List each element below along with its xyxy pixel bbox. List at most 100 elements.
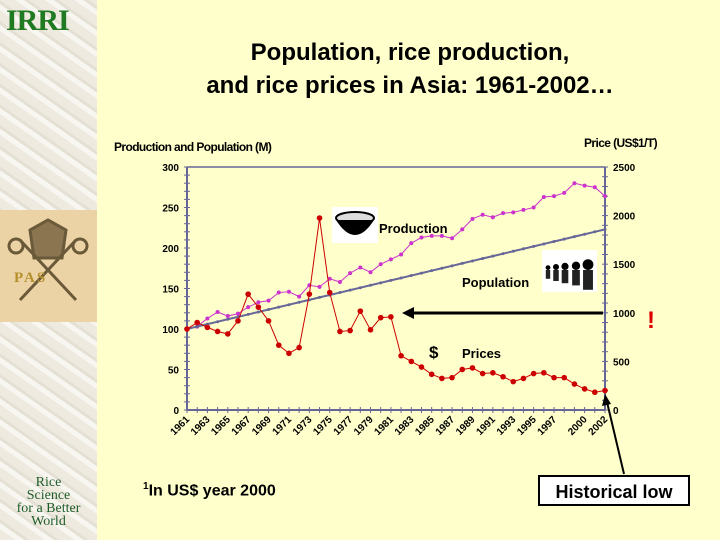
data-point-population: [409, 274, 413, 278]
x-tick-label: 1969: [250, 414, 274, 438]
data-point-prices: [265, 318, 272, 324]
pas-emblem-icon: [7, 218, 89, 302]
data-point-production: [460, 227, 465, 232]
data-point-prices: [561, 374, 568, 381]
data-point-population: [450, 264, 454, 268]
data-point-prices: [357, 308, 364, 314]
data-point-production: [297, 294, 302, 299]
data-point-prices: [296, 344, 302, 351]
x-tick-label: 1995: [515, 414, 539, 438]
data-point-production: [225, 314, 230, 319]
x-tick-label: 1975: [311, 414, 335, 438]
data-point-population: [389, 278, 393, 282]
left-banner: IRRI PAS Rice Science for a Better World: [0, 0, 97, 540]
data-point-production: [603, 194, 607, 199]
data-point-prices: [520, 375, 527, 382]
people-icon-head: [553, 264, 559, 270]
data-point-prices: [510, 378, 517, 385]
data-point-prices: [347, 327, 353, 334]
rice-science-tagline: Rice Science for a Better World: [16, 475, 81, 529]
data-point-population: [338, 291, 342, 295]
x-tick-label: 1991: [474, 414, 498, 438]
data-point-production: [378, 262, 383, 267]
data-point-production: [562, 190, 567, 195]
data-point-prices: [326, 289, 333, 296]
data-point-population: [318, 295, 322, 299]
x-tick-label: 1963: [189, 414, 213, 438]
data-point-population: [562, 237, 566, 241]
data-point-production: [317, 284, 322, 289]
historical-low-arrow-line: [606, 401, 625, 475]
data-point-production: [399, 252, 404, 257]
data-point-population: [593, 230, 597, 234]
data-point-prices: [408, 358, 415, 365]
right-tick-label: 2500: [613, 163, 636, 174]
data-point-production: [429, 233, 434, 238]
data-point-population: [246, 312, 250, 316]
data-point-production: [256, 300, 261, 305]
data-point-prices: [428, 371, 435, 378]
left-tick-label: 100: [162, 325, 179, 336]
prices-label: Prices: [462, 346, 501, 361]
left-tick-label: 200: [162, 244, 179, 255]
data-point-population: [348, 288, 352, 292]
left-tick-label: 150: [162, 285, 179, 296]
data-point-prices: [602, 387, 608, 394]
x-tick-label: 1981: [373, 414, 397, 438]
x-tick-label: 1971: [271, 414, 295, 438]
right-tick-label: 500: [613, 357, 630, 368]
data-point-production: [215, 309, 220, 314]
people-icon-head: [582, 259, 594, 270]
data-point-production: [592, 185, 597, 190]
data-point-population: [481, 257, 485, 261]
data-point-prices: [286, 350, 292, 357]
x-tick-label: 1985: [413, 414, 437, 438]
data-point-production: [521, 207, 526, 212]
data-point-prices: [490, 369, 496, 376]
data-point-production: [246, 305, 251, 310]
left-tick-label: 50: [168, 366, 180, 377]
data-point-production: [582, 183, 587, 188]
data-point-prices: [398, 352, 404, 359]
data-point-production: [409, 241, 414, 246]
left-tick-label: 250: [162, 204, 179, 215]
data-point-population: [399, 276, 403, 280]
dollar-icon: $: [429, 343, 439, 362]
data-point-population: [511, 249, 515, 253]
data-point-production: [531, 205, 536, 210]
data-point-population: [256, 310, 260, 314]
right-tick-label: 0: [613, 406, 619, 417]
data-point-population: [460, 261, 464, 265]
data-point-production: [348, 271, 353, 276]
data-point-prices: [571, 381, 578, 387]
people-icon-head: [545, 265, 551, 270]
slide-title: Population, rice production, and rice pr…: [206, 39, 614, 99]
right-tick-label: 2000: [613, 212, 636, 223]
data-point-production: [541, 194, 546, 199]
people-icon-body: [572, 270, 580, 286]
data-point-production: [439, 233, 444, 238]
x-tick-label: 1973: [291, 414, 315, 438]
data-point-production: [368, 270, 373, 275]
data-point-prices: [541, 369, 547, 376]
x-tick-label: 1983: [393, 414, 417, 438]
data-point-population: [226, 317, 230, 321]
data-point-production: [480, 212, 485, 217]
data-point-production: [572, 181, 577, 186]
people-icon-body: [553, 270, 559, 281]
data-point-prices: [275, 342, 282, 348]
population-label: Population: [462, 275, 529, 290]
data-point-prices: [235, 318, 241, 324]
people-icon-body: [545, 270, 551, 279]
data-point-prices: [204, 324, 211, 331]
data-point-population: [603, 227, 607, 231]
data-point-prices: [316, 215, 323, 221]
data-point-population: [440, 266, 444, 270]
data-point-population: [287, 303, 291, 307]
x-tick-label: 1987: [434, 414, 458, 438]
data-point-production: [501, 211, 506, 216]
price-level-arrowhead: [402, 307, 414, 319]
data-point-production: [490, 215, 495, 220]
people-icon-body: [561, 270, 569, 284]
pas-logo-text: PAS: [14, 270, 48, 286]
